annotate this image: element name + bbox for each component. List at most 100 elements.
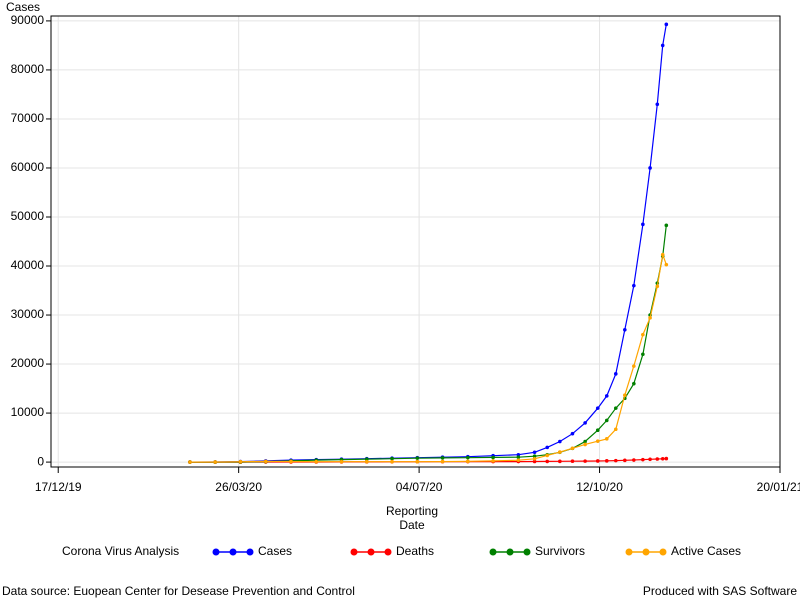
data-point — [516, 458, 521, 462]
data-point — [364, 459, 369, 464]
legend-item: Active Cases — [625, 544, 741, 558]
x-tick-label: 12/10/20 — [576, 480, 623, 494]
data-point — [655, 102, 660, 107]
data-point — [545, 459, 550, 464]
data-point — [664, 22, 669, 27]
data-point — [466, 455, 470, 460]
legend-item: Survivors — [489, 544, 585, 558]
data-point — [660, 456, 665, 461]
legend-marker — [212, 548, 220, 556]
data-point — [632, 283, 636, 288]
data-point — [440, 459, 445, 464]
data-point — [532, 454, 537, 459]
data-point — [570, 431, 575, 436]
data-point — [664, 456, 669, 461]
data-point — [641, 332, 645, 337]
legend-marker — [367, 548, 375, 556]
x-tick-label: 17/12/19 — [35, 480, 82, 494]
x-axis-label: Date — [399, 518, 425, 532]
data-point — [415, 456, 420, 460]
data-point — [583, 421, 587, 425]
data-point — [583, 439, 587, 444]
y-tick-label: 40000 — [11, 258, 45, 272]
data-point — [558, 459, 562, 464]
legend-marker — [350, 548, 358, 556]
data-point — [660, 252, 665, 257]
data-point — [604, 394, 609, 398]
legend-marker — [659, 548, 667, 556]
legend-marker — [384, 548, 392, 556]
legend-marker — [625, 548, 633, 556]
y-tick-label: 80000 — [11, 62, 45, 76]
data-point — [648, 166, 652, 170]
x-axis-label: Reporting — [386, 504, 438, 518]
data-point — [632, 364, 636, 368]
data-point — [570, 446, 575, 451]
data-point — [623, 327, 627, 332]
data-point — [263, 459, 268, 464]
data-point — [238, 459, 243, 464]
legend-item: Deaths — [350, 544, 434, 558]
data-point — [613, 406, 618, 410]
data-point — [613, 372, 618, 376]
legend-label: Deaths — [396, 544, 434, 558]
data-point — [558, 439, 562, 444]
y-tick-label: 70000 — [11, 111, 45, 125]
data-point — [648, 457, 652, 462]
data-point — [641, 222, 645, 227]
data-point — [655, 457, 660, 461]
data-point — [595, 459, 600, 463]
data-point — [583, 459, 587, 463]
footnote: Data source: Euopean Center for Desease … — [2, 584, 355, 598]
data-point — [390, 459, 394, 464]
legend-marker — [523, 548, 531, 556]
data-point — [604, 459, 609, 463]
data-point — [641, 457, 645, 462]
data-point — [491, 459, 495, 463]
y-tick-label: 90000 — [11, 13, 45, 27]
series-line — [189, 225, 667, 463]
plot-frame — [50, 15, 781, 468]
legend-label: Active Cases — [671, 544, 741, 558]
legend-marker — [229, 548, 237, 556]
data-point — [466, 459, 470, 464]
data-point — [440, 456, 445, 460]
data-point — [664, 262, 669, 267]
series-line — [189, 24, 667, 463]
y-tick-label: 20000 — [11, 356, 45, 370]
x-tick-label: 26/03/20 — [215, 480, 262, 494]
legend-marker — [642, 548, 650, 556]
data-point — [595, 439, 600, 443]
data-point — [532, 459, 537, 464]
data-point — [339, 459, 344, 464]
y-tick-label: 30000 — [11, 307, 45, 321]
x-tick-label: 20/01/21 — [757, 480, 800, 494]
x-tick-label: 04/07/20 — [396, 480, 443, 494]
footnote: Produced with SAS Software — [643, 584, 797, 598]
y-tick-label: 10000 — [11, 405, 45, 419]
data-point — [632, 381, 636, 386]
legend-label: Cases — [258, 544, 292, 558]
data-point — [595, 406, 600, 410]
data-point — [583, 442, 587, 447]
data-point — [545, 453, 550, 458]
data-point — [604, 418, 609, 423]
data-point — [613, 458, 618, 463]
data-point — [648, 316, 652, 320]
legend-marker — [506, 548, 514, 556]
data-point — [289, 459, 293, 464]
data-point — [595, 428, 600, 433]
data-point — [604, 437, 609, 441]
data-point — [188, 460, 192, 464]
series-line — [189, 252, 667, 463]
data-point — [660, 43, 665, 48]
data-point — [213, 460, 218, 464]
data-point — [516, 455, 521, 459]
data-point — [545, 445, 550, 450]
data-point — [364, 457, 369, 461]
y-tick-label: 60000 — [11, 160, 45, 174]
data-point — [641, 352, 645, 357]
legend-label: Survivors — [535, 544, 585, 558]
data-point — [532, 456, 537, 461]
